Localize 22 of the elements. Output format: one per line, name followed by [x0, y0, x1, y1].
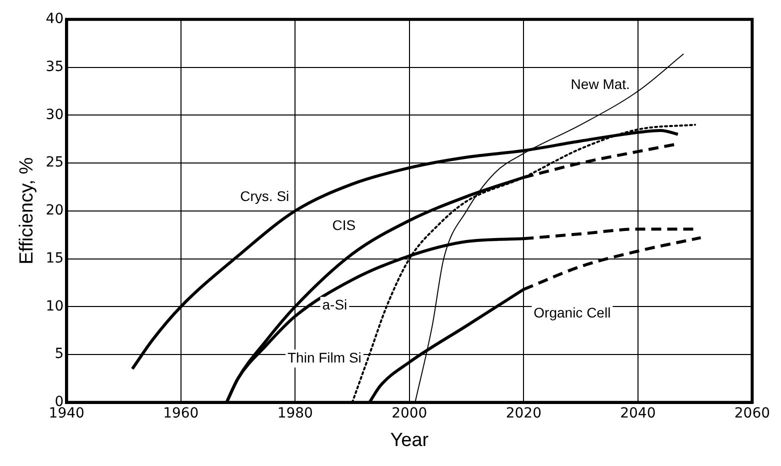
y-tick-label: 30	[46, 106, 64, 123]
y-tick-label: 15	[46, 250, 64, 266]
y-axis-title: Efficiency, %	[16, 157, 38, 264]
series-label: New Mat.	[570, 76, 630, 92]
x-tick-label: 1960	[163, 405, 199, 422]
x-tick-label: 2060	[734, 405, 770, 422]
y-tick-label: 5	[54, 346, 64, 362]
series-label: Crys. Si	[240, 188, 290, 204]
series-label: CIS	[332, 216, 356, 233]
series-label: a-Si	[322, 296, 348, 313]
y-tick-label: 10	[46, 298, 64, 314]
x-tick-label: 1980	[277, 405, 313, 422]
y-tick-label: 40	[46, 11, 64, 28]
x-tick-label: 2000	[392, 405, 428, 422]
y-tick-label: 25	[46, 154, 64, 171]
series-label: Organic Cell	[534, 304, 611, 320]
x-tick-label: 2020	[506, 405, 542, 422]
x-axis-title: Year	[390, 430, 430, 451]
y-tick-label: 35	[46, 58, 64, 75]
y-tick-label: 20	[46, 202, 64, 219]
series-label: Thin Film Si	[288, 349, 362, 366]
x-tick-label: 2040	[620, 405, 656, 422]
